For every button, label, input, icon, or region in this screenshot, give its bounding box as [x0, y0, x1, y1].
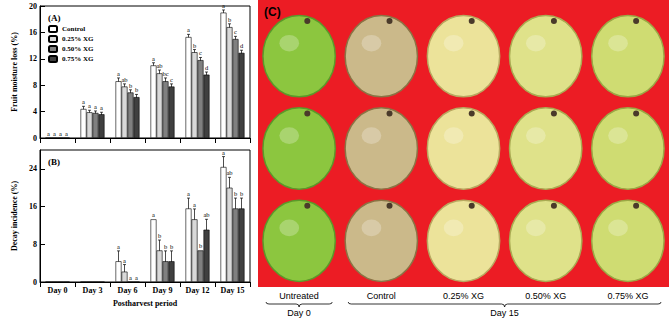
svg-text:a: a	[222, 149, 225, 156]
svg-text:4: 4	[33, 107, 37, 116]
svg-text:0.50% XG: 0.50% XG	[525, 291, 566, 301]
svg-text:Control: Control	[367, 291, 396, 301]
svg-text:0.50% XG: 0.50% XG	[62, 45, 94, 53]
svg-text:a: a	[88, 102, 91, 109]
svg-text:b: b	[193, 42, 196, 49]
svg-text:ab: ab	[203, 211, 209, 218]
svg-text:b: b	[240, 190, 243, 197]
svg-text:b: b	[135, 86, 138, 93]
svg-text:b: b	[129, 82, 132, 89]
svg-text:0: 0	[33, 134, 37, 143]
svg-text:a: a	[94, 103, 97, 110]
svg-text:d: d	[240, 42, 244, 49]
svg-text:Postharvest period: Postharvest period	[113, 299, 178, 308]
svg-text:a: a	[129, 274, 132, 281]
svg-text:0.75% XG: 0.75% XG	[62, 55, 94, 63]
svg-text:8: 8	[33, 81, 37, 90]
svg-text:20: 20	[29, 2, 37, 11]
svg-text:a: a	[53, 130, 56, 137]
svg-text:b: b	[234, 190, 237, 197]
svg-text:a: a	[135, 274, 138, 281]
svg-text:Day 6: Day 6	[118, 286, 138, 295]
svg-text:bc: bc	[162, 70, 168, 77]
svg-text:b: b	[158, 232, 161, 239]
svg-text:Day 3: Day 3	[83, 286, 103, 295]
svg-text:c: c	[234, 28, 237, 35]
svg-text:16: 16	[29, 202, 37, 211]
svg-text:a: a	[82, 98, 85, 105]
svg-text:0.25% XG: 0.25% XG	[62, 35, 94, 43]
svg-text:Day 0: Day 0	[287, 308, 311, 318]
svg-text:Day 15: Day 15	[221, 286, 245, 295]
svg-text:(C): (C)	[264, 5, 281, 19]
svg-text:12: 12	[29, 54, 37, 63]
svg-text:a: a	[117, 243, 120, 250]
svg-text:a: a	[65, 130, 68, 137]
svg-text:c: c	[170, 76, 173, 83]
svg-text:a: a	[193, 201, 196, 208]
svg-text:16: 16	[29, 28, 37, 37]
svg-text:a: a	[59, 130, 62, 137]
svg-text:(A): (A)	[48, 13, 61, 23]
svg-text:ab: ab	[121, 76, 127, 83]
svg-text:0.25% XG: 0.25% XG	[443, 291, 484, 301]
svg-text:a: a	[117, 70, 120, 77]
svg-text:ab: ab	[226, 169, 232, 176]
svg-text:Untreated: Untreated	[279, 291, 319, 301]
svg-text:a: a	[152, 211, 155, 218]
svg-text:a: a	[187, 26, 190, 33]
svg-text:b: b	[170, 243, 173, 250]
svg-text:Fruit moisture loss (%): Fruit moisture loss (%)	[10, 32, 19, 112]
svg-text:a: a	[100, 104, 103, 111]
svg-text:0.75% XG: 0.75% XG	[607, 291, 648, 301]
svg-text:d: d	[205, 64, 209, 71]
svg-text:c: c	[199, 49, 202, 56]
svg-text:ab: ab	[156, 62, 162, 69]
svg-text:a: a	[47, 130, 50, 137]
svg-text:a: a	[222, 2, 225, 9]
svg-text:8: 8	[33, 240, 37, 249]
svg-text:(B): (B)	[48, 157, 60, 167]
svg-text:b: b	[164, 243, 167, 250]
svg-text:24: 24	[29, 164, 37, 173]
svg-text:b: b	[228, 16, 231, 23]
svg-text:Decay incidence (%): Decay incidence (%)	[10, 181, 19, 252]
svg-text:a: a	[123, 257, 126, 264]
svg-text:0: 0	[33, 278, 37, 287]
svg-text:Day 0: Day 0	[48, 286, 68, 295]
svg-text:a: a	[187, 190, 190, 197]
svg-text:Control: Control	[62, 25, 85, 33]
svg-text:a: a	[152, 55, 155, 62]
svg-text:Day 9: Day 9	[153, 286, 173, 295]
svg-text:Day 12: Day 12	[186, 286, 210, 295]
svg-text:b: b	[199, 242, 202, 249]
svg-text:Day 15: Day 15	[490, 308, 519, 318]
